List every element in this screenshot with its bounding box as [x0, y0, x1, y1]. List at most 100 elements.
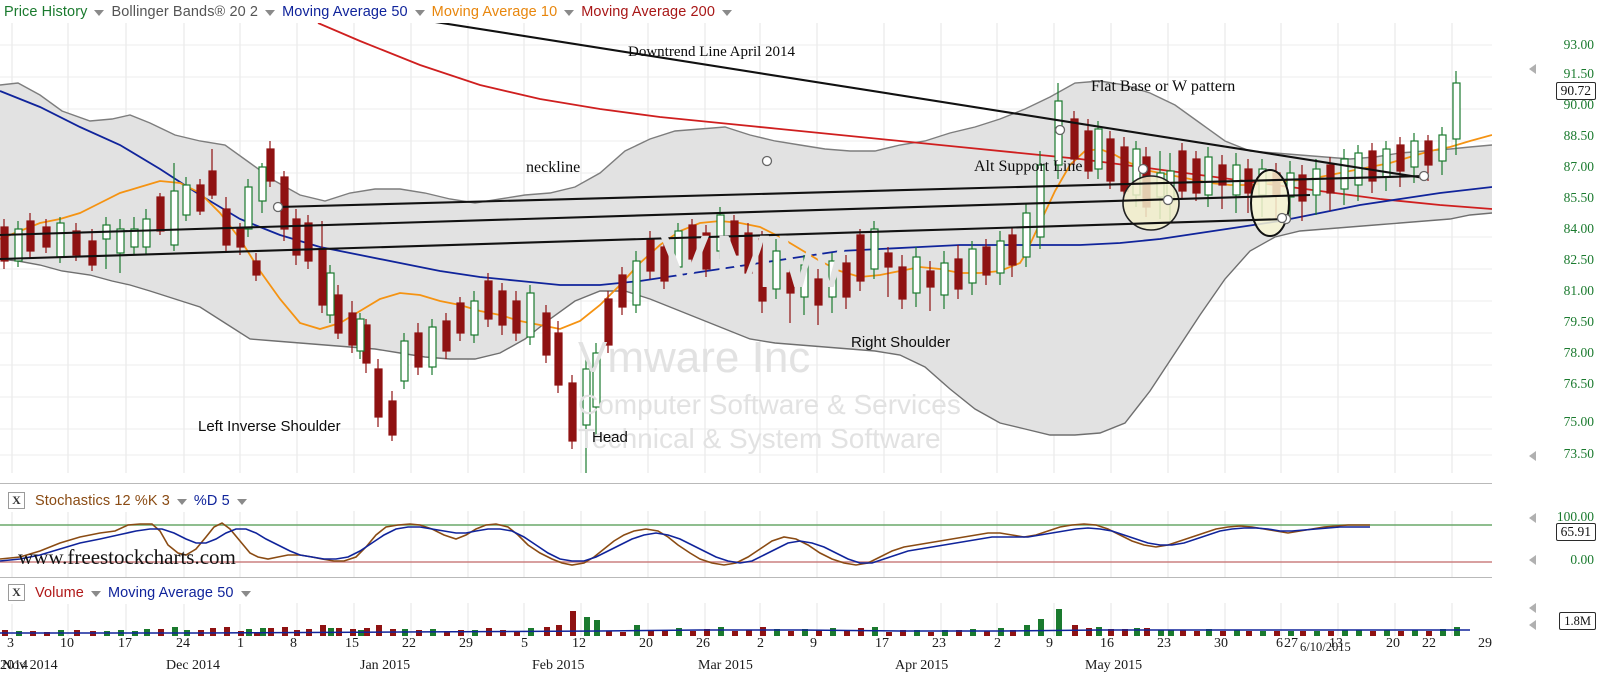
- volume-chart-svg: [0, 603, 1470, 636]
- date-tick: 10: [60, 636, 74, 651]
- annotation-neckline-label[interactable]: neckline: [526, 159, 581, 176]
- watermark-sector: Computer Software & Services: [578, 389, 961, 420]
- last-price-badge[interactable]: 90.72: [1555, 82, 1596, 100]
- price-tick-76-5: 76.50: [1563, 376, 1594, 391]
- annotation-ellipse-doji-1[interactable]: [1122, 175, 1180, 231]
- chevron-down-icon[interactable]: [240, 590, 251, 597]
- date-tick: 20: [1386, 636, 1400, 651]
- indicator-label: Volume: [35, 584, 84, 601]
- price-tick-85-5: 85.50: [1563, 190, 1594, 205]
- price-tick-81: 81.00: [1563, 283, 1594, 298]
- price-tick-84: 84.00: [1563, 221, 1594, 236]
- stochastics-d-line: [0, 526, 1370, 564]
- site-credit-text: www.freestockcharts.com: [18, 545, 236, 569]
- volume-marker-arrow-low: [1529, 620, 1536, 630]
- price-tick-88-5: 88.50: [1563, 128, 1594, 143]
- date-tick: 22: [402, 636, 416, 651]
- trendline-handles[interactable]: [272, 124, 1430, 225]
- indicator-moving-average-200[interactable]: Moving Average 200: [581, 4, 739, 20]
- watermark-symbol: VMW: [660, 220, 853, 303]
- indicator-moving-average-10[interactable]: Moving Average 10: [432, 4, 582, 20]
- month-label: Jan 2015: [360, 658, 411, 673]
- watermark-industry: Technical & System Software: [578, 423, 941, 454]
- price-axis[interactable]: 93.00 91.50 90.00 88.50 87.00 85.50 84.0…: [1492, 0, 1598, 681]
- indicator-volume[interactable]: Volume: [35, 585, 108, 601]
- indicator-label: Moving Average 50: [107, 584, 234, 601]
- stochastics-k-line: [0, 522, 1370, 566]
- downtrend-line-april-2014[interactable]: [315, 23, 1425, 180]
- annotation-head-label[interactable]: Head: [592, 429, 628, 446]
- date-tick: 23: [932, 636, 946, 651]
- stochastics-chart-panel[interactable]: [0, 511, 1492, 577]
- neckline-trendline[interactable]: [277, 174, 1425, 209]
- date-tick: 22: [1422, 636, 1436, 651]
- month-label: May 2015: [1085, 658, 1143, 673]
- stoch-last-badge[interactable]: 65.91: [1555, 523, 1596, 541]
- annotation-left-inverse-shoulder-label[interactable]: Left Inverse Shoulder: [198, 418, 341, 435]
- indicator-label: Bollinger Bands® 20 2: [111, 3, 259, 20]
- month-label: Dec 2014: [166, 658, 221, 673]
- bollinger-lower-band: [0, 212, 1492, 436]
- indicator-percent-d[interactable]: %D 5: [194, 493, 254, 509]
- date-tick: 1: [237, 636, 244, 651]
- current-date-label: 6/10/2015: [1300, 640, 1351, 654]
- alt-support-trendline[interactable]: [0, 193, 1311, 237]
- indicator-label: Moving Average 200: [581, 3, 715, 20]
- close-volume-button[interactable]: X: [8, 584, 25, 601]
- date-tick: 2: [757, 636, 764, 651]
- date-tick: 29: [459, 636, 473, 651]
- vertical-gridlines: [11, 511, 1453, 577]
- panel-divider-price-stoch[interactable]: [0, 483, 1492, 484]
- chevron-down-icon[interactable]: [94, 9, 105, 16]
- indicator-bollinger-bands[interactable]: Bollinger Bands® 20 2: [111, 4, 282, 20]
- volume-chart-panel[interactable]: [0, 603, 1492, 636]
- close-stochastics-button[interactable]: X: [8, 492, 25, 509]
- candlestick-series: [0, 71, 1461, 473]
- indicator-price-history[interactable]: Price History: [4, 4, 111, 20]
- price-tick-82-5: 82.50: [1563, 252, 1594, 267]
- price-tick-93: 93.00: [1563, 37, 1594, 52]
- date-tick: 5: [521, 636, 528, 651]
- stoch-marker-arrow-high: [1529, 513, 1536, 523]
- indicator-label: Moving Average 10: [431, 3, 558, 20]
- date-axis[interactable]: 3 10 17 24 1 8 15 22 29 5 12 20 26 2 9 1…: [0, 636, 1492, 681]
- chevron-down-icon[interactable]: [414, 9, 425, 16]
- price-panel-toolbar: Price History Bollinger Bands® 20 2 Movi…: [4, 0, 739, 23]
- month-label: Mar 2015: [698, 658, 753, 673]
- chevron-down-icon[interactable]: [236, 498, 247, 505]
- stochastics-chart-svg: [0, 511, 1492, 577]
- lower-support-trendline[interactable]: [0, 217, 1287, 261]
- date-tick: 30: [1214, 636, 1228, 651]
- date-tick: 15: [345, 636, 359, 651]
- chevron-down-icon[interactable]: [564, 9, 575, 16]
- stoch-marker-arrow-low: [1529, 555, 1536, 565]
- indicator-stochastics[interactable]: Stochastics 12 %K 3: [35, 493, 194, 509]
- price-tick-87: 87.00: [1563, 159, 1594, 174]
- stoch-tick-0: 0.00: [1570, 552, 1594, 567]
- chevron-down-icon[interactable]: [176, 498, 187, 505]
- date-tick: 17: [118, 636, 132, 651]
- chevron-down-icon[interactable]: [265, 9, 276, 16]
- date-tick: 24: [176, 636, 190, 651]
- volume-last-badge[interactable]: 1.8M: [1559, 612, 1596, 630]
- price-tick-90: 90.00: [1563, 97, 1594, 112]
- chevron-down-icon[interactable]: [722, 9, 732, 16]
- stoch-tick-100: 100.00: [1556, 509, 1594, 524]
- date-tick: 9: [1046, 636, 1053, 651]
- chevron-down-icon[interactable]: [90, 590, 101, 597]
- date-tick: 27: [1284, 636, 1298, 651]
- annotation-downtrend-line-label[interactable]: Downtrend Line April 2014: [628, 44, 796, 60]
- panel-divider-stoch-volume[interactable]: [0, 577, 1492, 578]
- date-tick: 13: [1329, 636, 1343, 651]
- annotation-flat-base-label[interactable]: Flat Base or W pattern: [1091, 78, 1236, 95]
- annotation-right-shoulder-label[interactable]: Right Shoulder: [851, 334, 951, 351]
- date-tick: 12: [572, 636, 586, 651]
- month-label: Apr 2015: [895, 658, 949, 673]
- annotation-alt-support-label[interactable]: Alt Support Line: [974, 158, 1083, 175]
- date-tick: 16: [1100, 636, 1114, 651]
- indicator-volume-moving-average-50[interactable]: Moving Average 50: [108, 585, 258, 601]
- indicator-moving-average-50[interactable]: Moving Average 50: [282, 4, 432, 20]
- indicator-label: Stochastics 12 %K 3: [35, 492, 170, 509]
- price-chart-panel[interactable]: VMW Vmware Inc Computer Software & Servi…: [0, 23, 1492, 473]
